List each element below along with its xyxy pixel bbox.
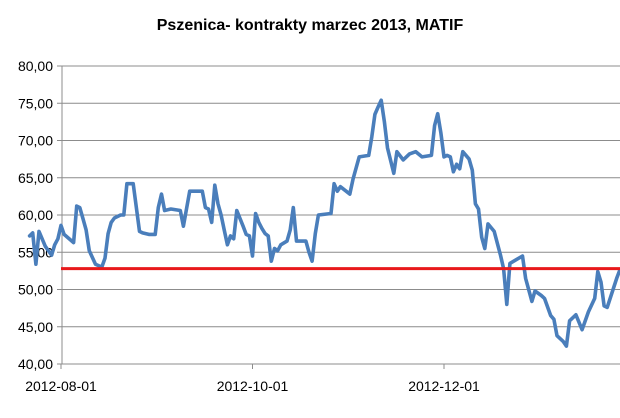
chart-title: Pszenica- kontrakty marzec 2013, MATIF bbox=[157, 17, 464, 34]
y-tick-label: 80,00 bbox=[18, 58, 53, 74]
gridlines bbox=[62, 65, 620, 328]
y-tick-label: 70,00 bbox=[18, 133, 53, 149]
x-tick-label: 2012-12-01 bbox=[408, 378, 480, 394]
y-tick-label: 75,00 bbox=[18, 95, 53, 111]
axes bbox=[57, 65, 620, 369]
y-tick-labels: 40,0045,0050,0055,0060,0065,0070,0075,00… bbox=[18, 58, 53, 372]
price-series-line bbox=[27, 98, 620, 348]
y-tick-label: 65,00 bbox=[18, 170, 53, 186]
y-tick-label: 45,00 bbox=[18, 319, 53, 335]
y-tick-label: 50,00 bbox=[18, 282, 53, 298]
series-layer bbox=[27, 98, 620, 348]
x-tick-label: 2012-08-01 bbox=[25, 378, 97, 394]
y-tick-label: 60,00 bbox=[18, 207, 53, 223]
x-tick-label: 2012-10-01 bbox=[217, 378, 289, 394]
y-tick-label: 40,00 bbox=[18, 356, 53, 372]
